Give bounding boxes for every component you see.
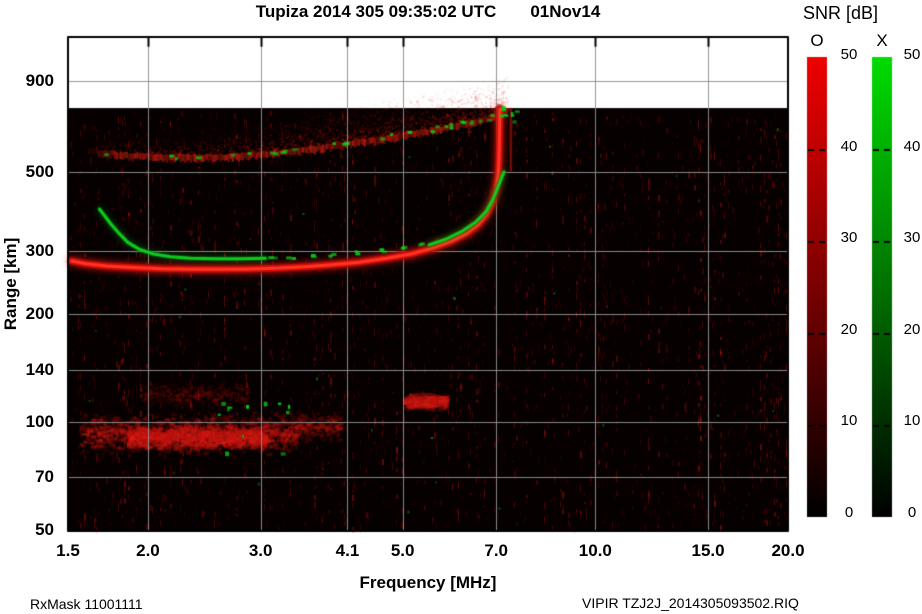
x-tick-label: 20.0 (771, 541, 805, 560)
x-tick-label: 3.0 (248, 541, 273, 560)
x-tick-label: 15.0 (691, 541, 725, 560)
y-tick-label: 50 (35, 519, 54, 539)
y-tick-label: 100 (25, 412, 54, 432)
colorbar-x-tick-label: 50 (903, 46, 921, 63)
y-tick-label: 300 (25, 241, 54, 261)
title-date: 01Nov14 (530, 2, 601, 21)
colorbar-title: SNR [dB] (803, 3, 879, 23)
x-tick-label: 7.0 (484, 541, 508, 560)
x-tick-label: 5.0 (390, 541, 415, 560)
colorbar-o-tick-label: 0 (844, 504, 854, 521)
x-tick-label: 10.0 (578, 541, 612, 560)
x-axis-title: Frequency [MHz] (359, 573, 497, 592)
x-tick-label: 1.5 (56, 541, 80, 560)
data-file-label: VIPIR TZJ2J_2014305093502.RIQ (582, 595, 799, 611)
colorbar-o-tick-label: 20 (840, 320, 858, 338)
y-tick-label: 200 (25, 304, 54, 324)
colorbar-x-label: X (876, 31, 888, 50)
colorbar-o-tick-label: 30 (840, 229, 858, 247)
colorbar-x-tick-label: 30 (903, 229, 921, 247)
x-tick-label: 2.0 (136, 541, 160, 560)
title-station-time: Tupiza 2014 305 09:35:02 UTC (255, 2, 497, 21)
colorbar-o-tick-label: 50 (840, 46, 858, 63)
y-tick-label: 70 (35, 467, 54, 487)
y-tick-label: 140 (25, 359, 54, 379)
y-tick-label: 900 (25, 70, 54, 90)
colorbar-x-tick-label: 10 (903, 412, 921, 430)
page-title: Tupiza 2014 305 09:35:02 UTC 01Nov14 (68, 2, 788, 22)
colorbar-x-tick-label: 0 (907, 504, 917, 521)
x-tick-label: 4.1 (335, 541, 360, 560)
colorbar-o-label: O (810, 31, 824, 50)
colorbar-x-tick-label: 20 (903, 320, 921, 338)
colorbar-x-tick-label: 40 (903, 137, 921, 155)
rxmask-label: RxMask 11001111 (30, 596, 143, 612)
y-tick-label: 500 (25, 162, 54, 182)
colorbar-o-tick-label: 40 (840, 137, 858, 155)
colorbar-o-tick-label: 10 (840, 412, 858, 430)
